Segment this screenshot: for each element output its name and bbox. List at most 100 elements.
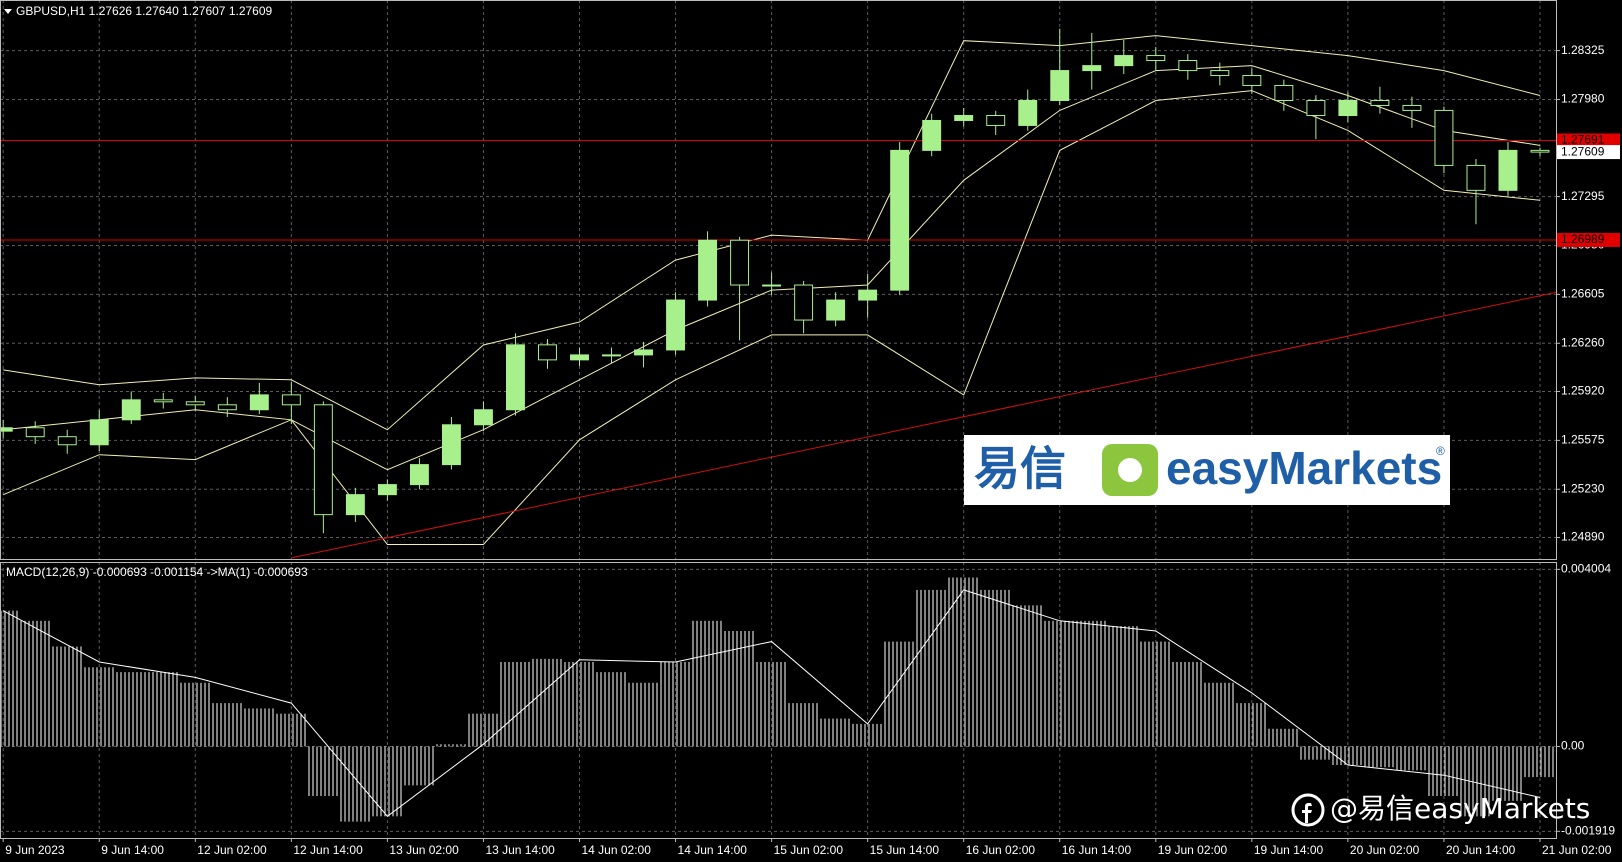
watermark-icon-f — [1302, 803, 1312, 823]
y-tick-label: 1.27295 — [1561, 189, 1605, 203]
candle-body — [730, 239, 750, 286]
candle-body — [473, 409, 493, 426]
candle-body — [1210, 70, 1230, 77]
trend-line — [291, 291, 1557, 559]
candle-body — [1466, 164, 1486, 191]
candle-body — [1402, 104, 1422, 111]
histogram-bar — [147, 672, 180, 747]
histogram-bar — [1459, 746, 1492, 817]
candle-body — [1530, 149, 1550, 153]
histogram-bar — [19, 620, 52, 747]
histogram-bar — [1267, 728, 1300, 747]
histogram-bar — [1107, 626, 1140, 747]
y-tick-label: 1.27980 — [1561, 92, 1605, 106]
x-tick-label: 19 Jun 02:00 — [1158, 843, 1228, 857]
candle-body — [826, 299, 846, 321]
histogram-bar — [1491, 746, 1524, 801]
histogram-bar — [1043, 620, 1076, 747]
price-label-box — [1557, 232, 1620, 247]
histogram-bar — [819, 718, 852, 747]
candle-body — [1498, 149, 1518, 191]
x-tick-label: 16 Jun 02:00 — [966, 843, 1036, 857]
candle-body — [858, 289, 878, 301]
macd-panel-border — [0, 562, 1557, 839]
candle-body — [762, 284, 782, 287]
histogram-bar — [1203, 682, 1236, 747]
candle-body — [1114, 55, 1134, 67]
histogram-bar — [115, 672, 148, 747]
histogram-bar — [755, 661, 788, 747]
logo: 易信 easyMarkets ® — [964, 435, 1450, 505]
candle-body — [922, 119, 942, 151]
logo-reg: ® — [1436, 444, 1445, 458]
histogram-bar — [211, 703, 244, 747]
candle-body — [185, 401, 205, 406]
candle-body — [506, 344, 525, 411]
candle-body — [89, 419, 109, 446]
candle-body — [666, 299, 686, 351]
histogram-bar — [691, 620, 724, 747]
histogram-bar — [595, 672, 628, 747]
candle-body — [1338, 99, 1358, 117]
histogram-bar — [275, 713, 308, 747]
candle-body — [25, 427, 45, 438]
histogram-bar — [531, 658, 564, 747]
histogram-bar — [51, 646, 84, 747]
histogram-bar — [1139, 641, 1172, 747]
histogram-bar — [1075, 620, 1108, 747]
histogram-bar — [0, 610, 20, 747]
histogram-bar — [563, 661, 596, 747]
histogram-bar — [307, 746, 340, 796]
y-tick-label: 1.26605 — [1561, 287, 1605, 301]
candle-body — [1242, 75, 1262, 86]
x-tick-label: 9 Jun 2023 — [5, 843, 65, 857]
x-tick-label: 12 Jun 02:00 — [197, 843, 267, 857]
y-tick-label: 1.25920 — [1561, 384, 1605, 398]
histogram-bar — [403, 746, 436, 786]
header-arrow — [4, 9, 12, 14]
candle-body — [217, 404, 237, 411]
candle-body — [1370, 99, 1390, 106]
x-tick-label: 21 Jun 02:00 — [1542, 843, 1612, 857]
histogram-bar — [339, 746, 372, 822]
histogram-bar — [1299, 746, 1332, 760]
candle-body — [249, 394, 269, 411]
candle-body — [121, 399, 141, 421]
candle-body — [698, 239, 718, 301]
macd-title: MACD(12,26,9) -0.000693 -0.001154 ->MA(1… — [6, 565, 308, 579]
indicator-line — [3, 35, 1541, 431]
histogram-bar — [1011, 605, 1044, 747]
candle-body — [441, 424, 461, 466]
frame — [0, 0, 1557, 839]
histogram-bar — [467, 713, 500, 747]
watermark: @易信easyMarkets — [1291, 792, 1590, 827]
histogram-bar — [243, 708, 276, 747]
watermark-icon — [1291, 793, 1325, 827]
candle-body — [409, 464, 429, 486]
chart-title: GBPUSD,H1 1.27626 1.27640 1.27607 1.2760… — [16, 4, 273, 18]
x-tick-label: 20 Jun 02:00 — [1350, 843, 1420, 857]
current-price-box — [1557, 145, 1620, 160]
y-tick-label: 1.25575 — [1561, 433, 1605, 447]
histogram-bar — [1427, 746, 1460, 796]
indicator-line — [2, 589, 1541, 817]
candle-body — [281, 394, 301, 406]
candle-body — [1018, 99, 1038, 126]
histogram-bar — [627, 682, 660, 747]
histogram-bar — [851, 723, 884, 747]
y-tick-label: 1.28325 — [1561, 43, 1605, 57]
candle-body — [1082, 65, 1102, 72]
x-tick-label: 9 Jun 14:00 — [101, 843, 164, 857]
x-tick-label: 12 Jun 14:00 — [293, 843, 363, 857]
candle-body — [986, 115, 1006, 126]
histogram-bar — [499, 661, 532, 747]
watermark-text: @易信easyMarkets — [1330, 792, 1590, 825]
candle-body — [0, 427, 13, 432]
candle-body — [345, 494, 365, 516]
x-tick-label: 13 Jun 02:00 — [389, 843, 459, 857]
histogram-bar — [1171, 661, 1204, 747]
logo-box — [964, 435, 1450, 505]
x-tick-label: 20 Jun 14:00 — [1446, 843, 1516, 857]
histogram-bar — [1235, 703, 1268, 747]
logo-cn: 易信 — [974, 442, 1066, 496]
